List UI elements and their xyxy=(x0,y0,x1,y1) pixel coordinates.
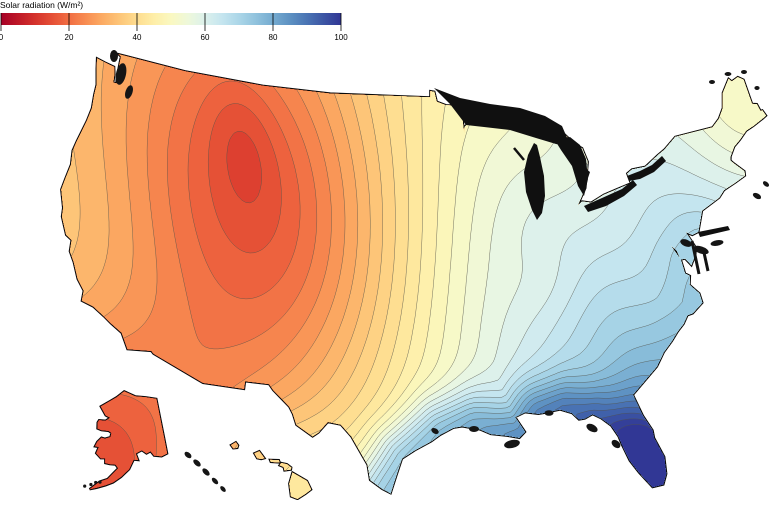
svg-text:20: 20 xyxy=(65,33,74,42)
svg-text:Solar radiation (W/m²): Solar radiation (W/m²) xyxy=(0,0,83,10)
svg-text:100: 100 xyxy=(334,33,348,42)
svg-text:80: 80 xyxy=(269,33,278,42)
svg-text:40: 40 xyxy=(133,33,142,42)
svg-text:60: 60 xyxy=(201,33,210,42)
svg-text:0: 0 xyxy=(0,33,4,42)
